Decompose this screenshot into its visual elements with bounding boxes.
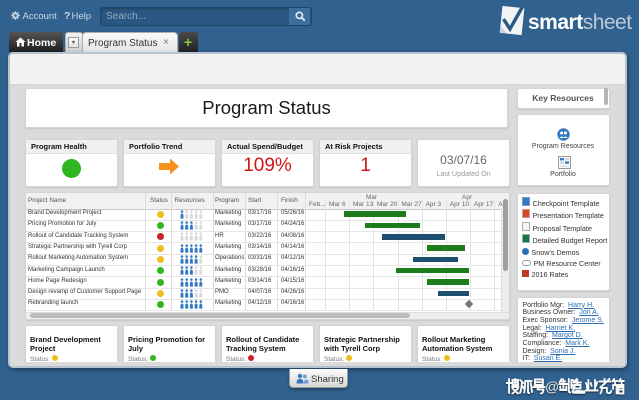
svg-text:@: @ <box>545 379 559 395</box>
